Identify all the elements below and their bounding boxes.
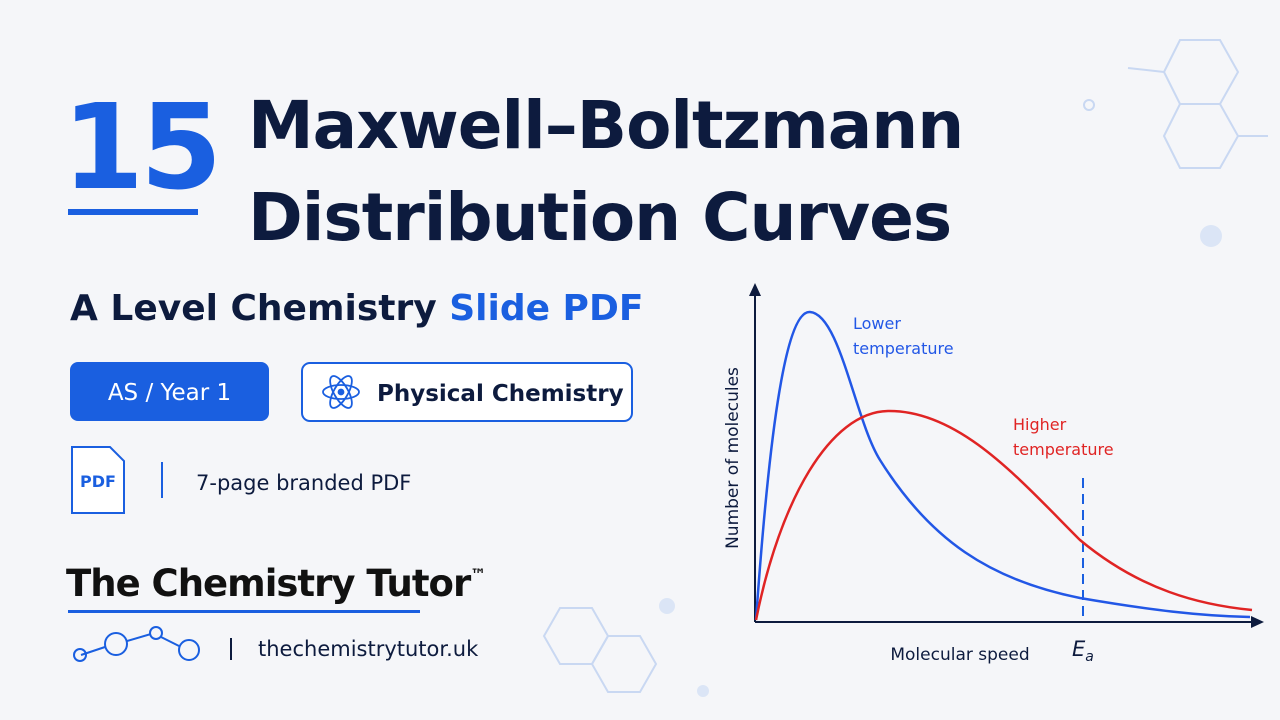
marker-letter: E (1072, 637, 1086, 661)
marker-label: Ea (1072, 637, 1094, 665)
decoration (1200, 225, 1222, 247)
number-underline (68, 209, 198, 215)
badge (70, 362, 269, 421)
axis-arrow (749, 283, 761, 296)
brand-name: The Chemistry Tutor™ (66, 562, 485, 605)
badge-label: Physical Chemistry (377, 381, 624, 407)
molecule-icon (73, 626, 200, 662)
x-axis-label: Molecular speed (890, 645, 1029, 665)
decoration (697, 685, 709, 697)
brand-name-text: The Chemistry Tutor (66, 562, 472, 605)
marker-subscript: a (1085, 649, 1094, 665)
title-line: Distribution Curves (248, 179, 951, 256)
pdf-icon (71, 446, 125, 514)
subtitle-text: A Level Chemistry (70, 288, 437, 329)
curve-high (754, 409, 1253, 621)
atom-icon (322, 375, 360, 409)
curve-label: Lower (853, 314, 901, 333)
decoration (542, 39, 1268, 693)
brand-url: thechemistrytutor.uk (258, 637, 479, 661)
subtitle: A Level Chemistry Slide PDF (70, 288, 643, 329)
trademark: ™ (470, 565, 485, 584)
badge (301, 362, 633, 422)
badge-label: AS / Year 1 (108, 380, 231, 406)
subtitle-highlight: Slide PDF (449, 288, 643, 329)
brand-underline (68, 610, 420, 613)
axis-arrow (1251, 616, 1264, 628)
pdf-note: 7-page branded PDF (196, 471, 411, 495)
curve-label: Higher (1013, 415, 1067, 434)
curve-label: temperature (853, 339, 954, 358)
title-line: Maxwell–Boltzmann (248, 87, 963, 164)
pdf-icon-label: PDF (80, 472, 116, 491)
number: 15 (62, 78, 218, 216)
diagram: Lower temperature Higher temperature Num… (723, 283, 1264, 665)
curve-low (754, 310, 1251, 621)
decoration (659, 598, 675, 614)
curve-label: temperature (1013, 440, 1114, 459)
y-axis-label: Number of molecules (723, 367, 743, 549)
